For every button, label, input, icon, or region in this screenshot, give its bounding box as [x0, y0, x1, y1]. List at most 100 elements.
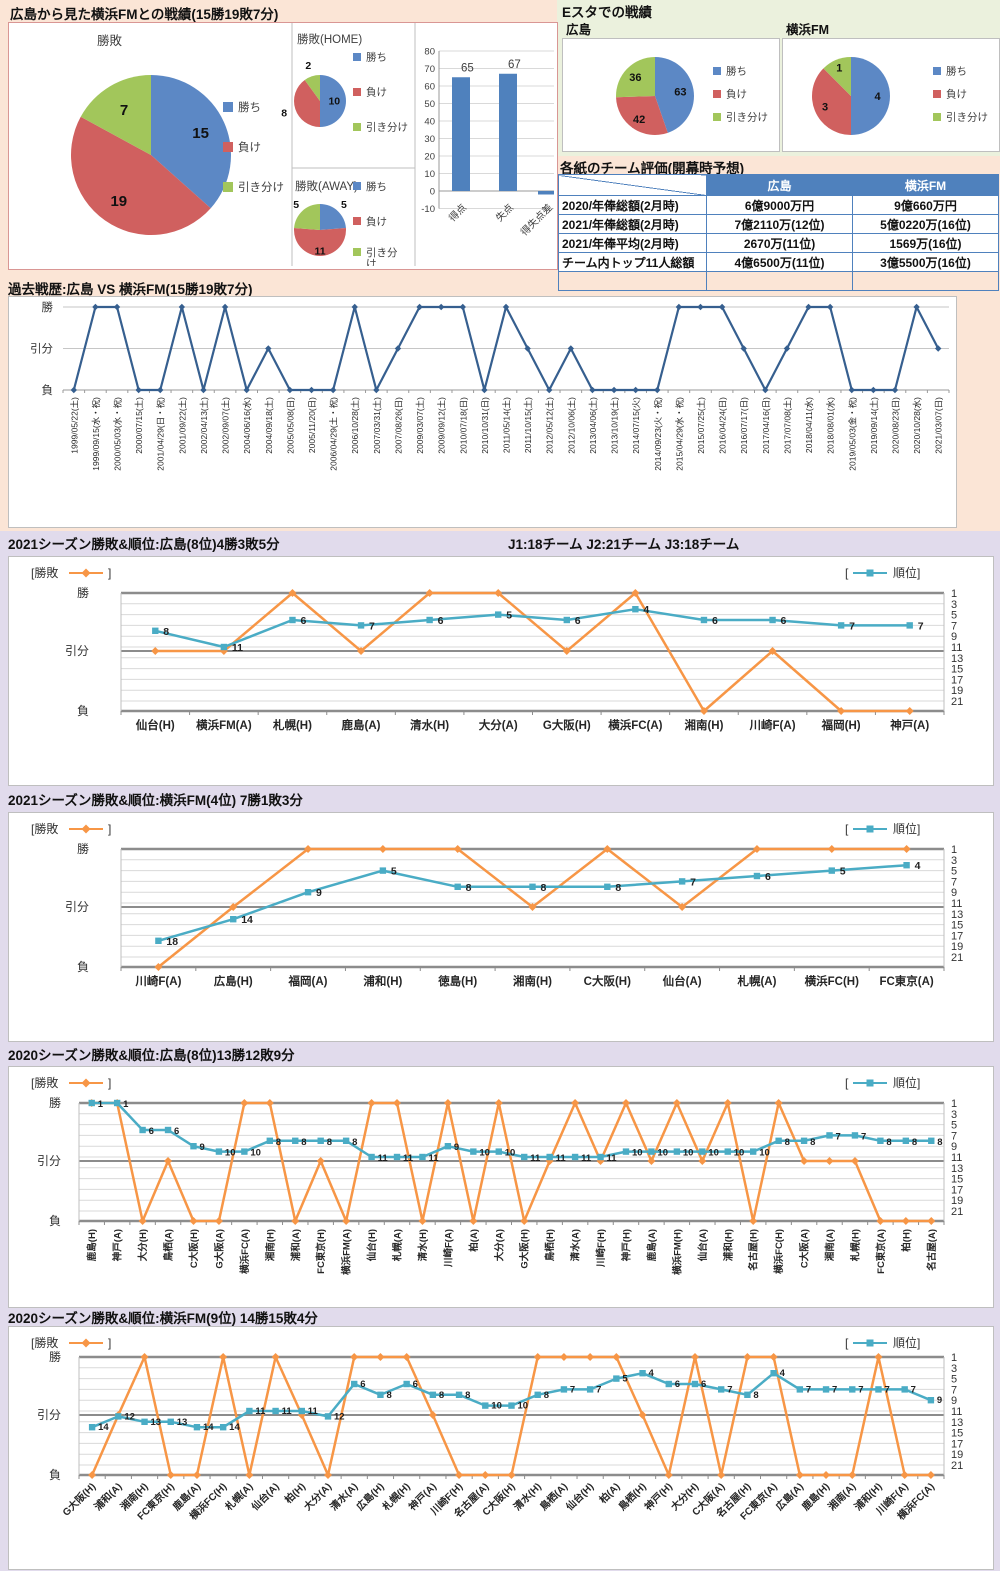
svg-text:仙台(H): 仙台(H) — [136, 718, 175, 732]
svg-text:2015/07/25(土): 2015/07/25(土) — [696, 397, 706, 454]
svg-text:2001/04/29(日・祝): 2001/04/29(日・祝) — [156, 397, 166, 471]
svg-text:-10: -10 — [421, 204, 435, 215]
svg-text:7: 7 — [858, 1384, 863, 1395]
svg-text:8: 8 — [466, 882, 472, 894]
svg-text:川崎F(A): 川崎F(A) — [442, 1229, 454, 1268]
svg-text:2004/06/16(水): 2004/06/16(水) — [242, 397, 252, 454]
svg-text:[勝敗: [勝敗 — [31, 821, 58, 836]
svg-text:浦和(H): 浦和(H) — [363, 974, 402, 988]
svg-text:11: 11 — [232, 642, 243, 654]
svg-text:仙台(H): 仙台(H) — [366, 1229, 378, 1261]
svg-text:0: 0 — [430, 187, 435, 198]
svg-text:8: 8 — [163, 626, 169, 638]
svg-text:63: 63 — [674, 87, 686, 99]
svg-text:2016/07/17(日): 2016/07/17(日) — [739, 397, 749, 454]
svg-text:9: 9 — [951, 1141, 957, 1153]
svg-text:鳥栖(A): 鳥栖(A) — [537, 1480, 570, 1513]
svg-text:11: 11 — [556, 1153, 567, 1164]
svg-text:11: 11 — [581, 1153, 592, 1164]
svg-text:1: 1 — [123, 1099, 129, 1110]
svg-text:65: 65 — [461, 62, 474, 74]
svg-text:神戸(H): 神戸(H) — [620, 1229, 632, 1261]
table-empty-row — [558, 271, 999, 291]
svg-text:2017/07/08(土): 2017/07/08(土) — [782, 397, 792, 454]
svg-text:1999/05/22(土): 1999/05/22(土) — [69, 397, 79, 454]
svg-text:C大阪(A): C大阪(A) — [799, 1229, 811, 1268]
svg-text:浦和(A): 浦和(A) — [290, 1229, 302, 1261]
svg-text:10: 10 — [328, 96, 340, 108]
svg-text:失点: 失点 — [493, 201, 516, 224]
svg-text:湘南(A): 湘南(A) — [824, 1229, 836, 1261]
svg-text:11: 11 — [282, 1406, 293, 1417]
svg-text:40: 40 — [424, 117, 435, 128]
svg-text:5: 5 — [391, 866, 397, 878]
eval-header-corner — [558, 174, 707, 196]
svg-text:神戸(A): 神戸(A) — [890, 718, 929, 732]
svg-text:1: 1 — [98, 1099, 104, 1110]
svg-text:横浜FC(H): 横浜FC(H) — [805, 974, 859, 988]
svg-text:8: 8 — [281, 107, 287, 119]
row-label: 2021/年俸総額(2月時) — [558, 214, 707, 234]
svg-text:順位]: 順位] — [893, 821, 920, 836]
svg-text:[: [ — [845, 1336, 849, 1350]
svg-text:8: 8 — [912, 1137, 917, 1148]
svg-text:G大阪(A): G大阪(A) — [213, 1229, 225, 1269]
svg-text:2002/09/07(土): 2002/09/07(土) — [221, 397, 231, 454]
svg-text:鳥栖(H): 鳥栖(H) — [616, 1480, 649, 1513]
svg-text:8: 8 — [544, 1390, 549, 1401]
esta-hiroshima-pie-chart: 63 42 36 勝ち 負け 引き分け — [562, 38, 780, 152]
svg-text:5: 5 — [951, 1120, 957, 1132]
svg-text:12: 12 — [124, 1411, 135, 1422]
svg-text:6: 6 — [701, 1379, 706, 1390]
svg-text:6: 6 — [438, 615, 444, 627]
svg-text:19: 19 — [951, 685, 963, 697]
svg-text:引き分: 引き分 — [366, 246, 398, 259]
table-row: チーム内トップ11人総額 4億6500万(11位) 3億5500万(16位) — [558, 252, 999, 272]
svg-text:得失点差: 得失点差 — [518, 201, 554, 238]
table-row: 2020/年俸総額(2月時) 6億9000万円 9億660万円 — [558, 195, 999, 215]
svg-text:6: 6 — [765, 871, 771, 883]
svg-text:横浜FC(A): 横浜FC(A) — [608, 718, 662, 732]
svg-text:8: 8 — [352, 1137, 357, 1148]
svg-text:G大阪(H): G大阪(H) — [543, 718, 591, 732]
svg-text:2018/04/11(水): 2018/04/11(水) — [804, 397, 814, 453]
svg-text:15: 15 — [951, 1174, 963, 1186]
svg-text:13: 13 — [177, 1417, 188, 1428]
svg-text:19: 19 — [951, 941, 963, 953]
svg-text:大分(A): 大分(A) — [479, 718, 518, 732]
svg-text:福岡(A): 福岡(A) — [288, 974, 328, 988]
svg-text:負け: 負け — [366, 216, 387, 228]
svg-text:勝: 勝 — [49, 1095, 61, 1110]
svg-text:2004/09/18(土): 2004/09/18(土) — [264, 397, 274, 454]
svg-text:2014/09/23(火・祝): 2014/09/23(火・祝) — [653, 397, 663, 471]
svg-text:仙台(A): 仙台(A) — [697, 1229, 709, 1261]
svg-text:2006/10/28(土): 2006/10/28(土) — [350, 397, 360, 454]
svg-text:浦和(A): 浦和(A) — [91, 1480, 124, 1513]
svg-text:11: 11 — [951, 1152, 962, 1164]
svg-text:8: 8 — [886, 1137, 891, 1148]
svg-text:札幌(A): 札幌(A) — [392, 1229, 404, 1262]
svg-text:2005/05/08(日): 2005/05/08(日) — [285, 397, 295, 454]
svg-text:5: 5 — [840, 866, 846, 878]
svg-text:5: 5 — [293, 199, 299, 211]
svg-text:勝敗: 勝敗 — [97, 33, 123, 48]
svg-text:2006/04/29(土・祝): 2006/04/29(土・祝) — [329, 397, 339, 471]
svg-text:18: 18 — [166, 936, 178, 948]
svg-text:2017/04/16(日): 2017/04/16(日) — [761, 397, 771, 454]
svg-text:2000/07/15(土): 2000/07/15(土) — [134, 397, 144, 454]
svg-text:負: 負 — [49, 1214, 61, 1228]
svg-text:鹿島(A): 鹿島(A) — [646, 1229, 658, 1262]
svg-text:21: 21 — [951, 696, 963, 708]
svg-text:大分(A): 大分(A) — [493, 1229, 505, 1261]
svg-text:10: 10 — [225, 1148, 236, 1159]
svg-text:引き分け: 引き分け — [238, 180, 284, 194]
row-label: 2020/年俸総額(2月時) — [558, 195, 707, 215]
svg-text:9: 9 — [951, 1395, 957, 1407]
svg-text:21: 21 — [951, 1460, 963, 1472]
svg-text:C大阪(H): C大阪(H) — [584, 974, 631, 988]
svg-text:[: [ — [845, 1076, 849, 1090]
svg-text:柏(A): 柏(A) — [596, 1480, 622, 1506]
svg-text:引分: 引分 — [30, 342, 53, 356]
svg-text:勝: 勝 — [77, 841, 89, 856]
esta-team1-label: 広島 — [566, 23, 592, 37]
